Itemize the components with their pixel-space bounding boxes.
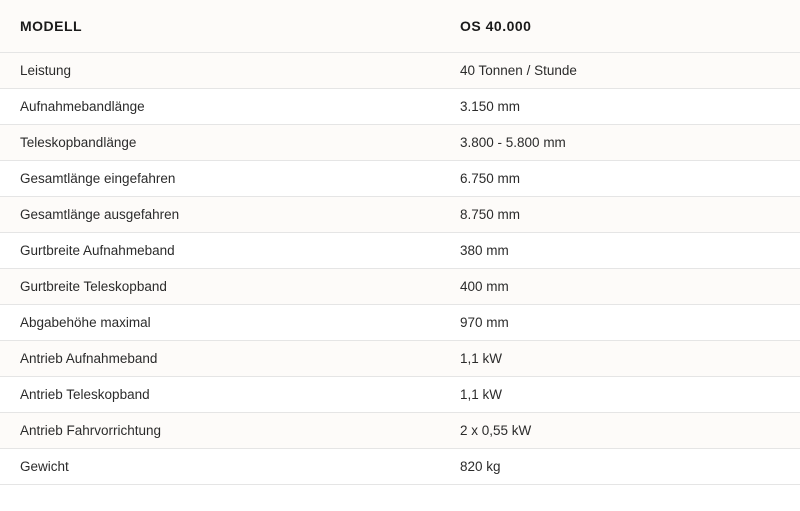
spec-label: Teleskopbandlänge xyxy=(0,125,440,160)
header-cell-model: MODELL xyxy=(0,0,440,52)
table-row: Abgabehöhe maximal 970 mm xyxy=(0,305,800,341)
spec-label: Gewicht xyxy=(0,449,440,484)
spec-value: 3.800 - 5.800 mm xyxy=(440,125,800,160)
table-row: Gesamtlänge eingefahren 6.750 mm xyxy=(0,161,800,197)
table-row: Antrieb Teleskopband 1,1 kW xyxy=(0,377,800,413)
table-row: Gurtbreite Aufnahmeband 380 mm xyxy=(0,233,800,269)
table-row: Gurtbreite Teleskopband 400 mm xyxy=(0,269,800,305)
header-cell-value: OS 40.000 xyxy=(440,0,800,52)
spec-value: 40 Tonnen / Stunde xyxy=(440,53,800,88)
spec-value: 820 kg xyxy=(440,449,800,484)
spec-label: Gesamtlänge eingefahren xyxy=(0,161,440,196)
spec-value: 8.750 mm xyxy=(440,197,800,232)
table-row: Gesamtlänge ausgefahren 8.750 mm xyxy=(0,197,800,233)
spec-value: 3.150 mm xyxy=(440,89,800,124)
spec-label: Leistung xyxy=(0,53,440,88)
spec-table: MODELL OS 40.000 Leistung 40 Tonnen / St… xyxy=(0,0,800,485)
spec-value: 2 x 0,55 kW xyxy=(440,413,800,448)
spec-value: 380 mm xyxy=(440,233,800,268)
table-row: Gewicht 820 kg xyxy=(0,449,800,485)
spec-value: 970 mm xyxy=(440,305,800,340)
table-row: Leistung 40 Tonnen / Stunde xyxy=(0,53,800,89)
spec-value: 400 mm xyxy=(440,269,800,304)
spec-label: Antrieb Aufnahmeband xyxy=(0,341,440,376)
spec-label: Gurtbreite Teleskopband xyxy=(0,269,440,304)
table-row: Antrieb Aufnahmeband 1,1 kW xyxy=(0,341,800,377)
spec-label: Gurtbreite Aufnahmeband xyxy=(0,233,440,268)
spec-label: Antrieb Fahrvorrichtung xyxy=(0,413,440,448)
table-row: Antrieb Fahrvorrichtung 2 x 0,55 kW xyxy=(0,413,800,449)
spec-value: 1,1 kW xyxy=(440,341,800,376)
table-row: Aufnahmebandlänge 3.150 mm xyxy=(0,89,800,125)
spec-label: Gesamtlänge ausgefahren xyxy=(0,197,440,232)
spec-value: 1,1 kW xyxy=(440,377,800,412)
spec-value: 6.750 mm xyxy=(440,161,800,196)
table-header-row: MODELL OS 40.000 xyxy=(0,0,800,53)
table-row: Teleskopbandlänge 3.800 - 5.800 mm xyxy=(0,125,800,161)
spec-label: Antrieb Teleskopband xyxy=(0,377,440,412)
spec-label: Aufnahmebandlänge xyxy=(0,89,440,124)
spec-label: Abgabehöhe maximal xyxy=(0,305,440,340)
